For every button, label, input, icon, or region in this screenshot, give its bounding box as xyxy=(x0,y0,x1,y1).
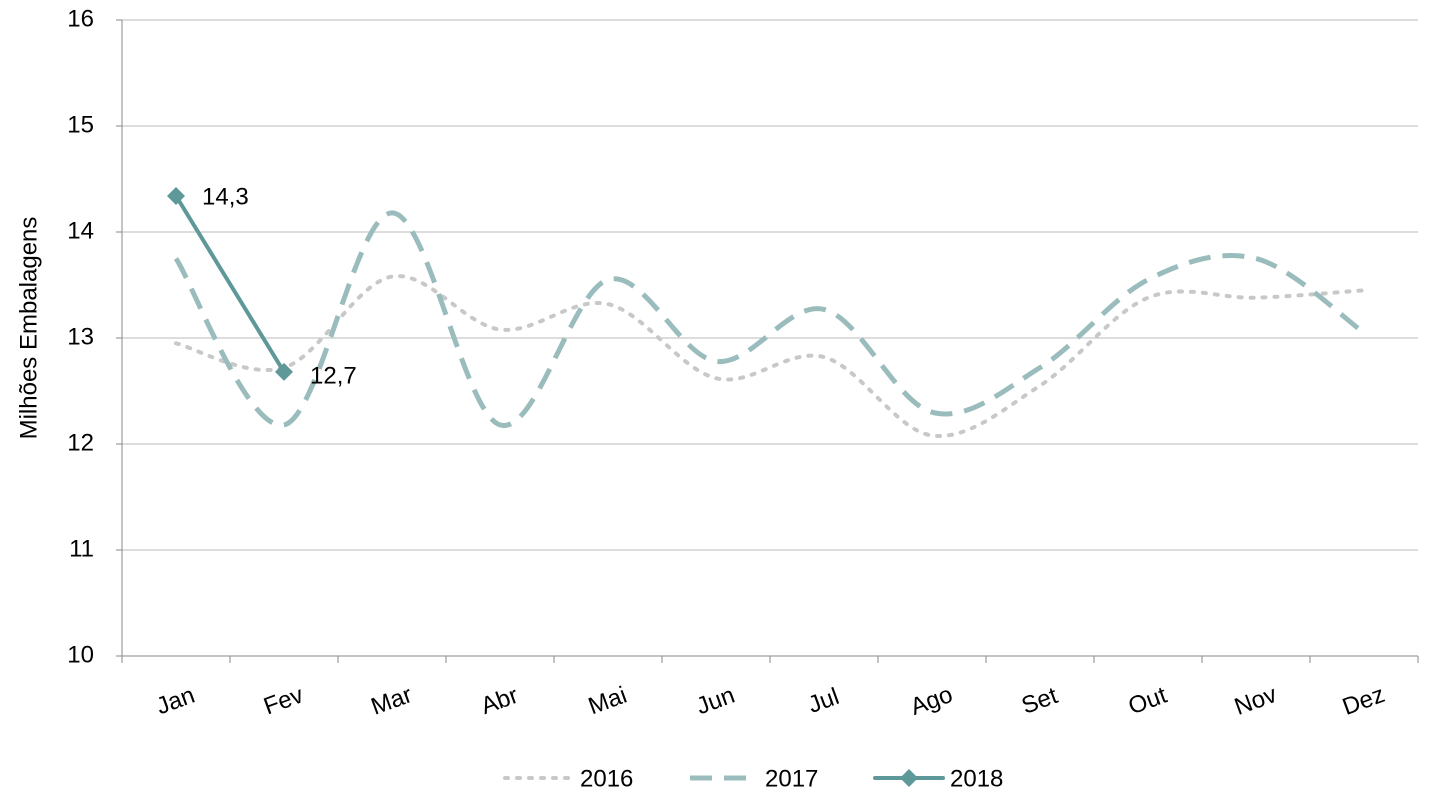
data-label: 14,3 xyxy=(202,183,249,210)
x-tick-label: Mai xyxy=(585,682,631,721)
marker xyxy=(275,362,293,381)
data-label: 12,7 xyxy=(310,362,357,389)
x-tick-label: Out xyxy=(1125,681,1171,720)
legend-marker xyxy=(900,769,918,787)
marker xyxy=(167,186,185,205)
x-tick-label: Dez xyxy=(1339,681,1388,721)
y-tick-label: 13 xyxy=(67,323,94,350)
y-tick-label: 11 xyxy=(69,535,94,562)
x-tick-label: Abr xyxy=(477,682,521,720)
y-tick-label: 15 xyxy=(67,111,94,138)
legend-label: 2018 xyxy=(950,765,1003,792)
legend-label: 2016 xyxy=(580,765,633,792)
y-tick-label: 16 xyxy=(67,5,94,32)
x-tick-label: Mar xyxy=(368,681,416,721)
x-tick-label: Set xyxy=(1018,682,1061,720)
y-tick-label: 10 xyxy=(67,641,94,668)
x-tick-label: Nov xyxy=(1231,681,1280,721)
legend-label: 2017 xyxy=(765,765,818,792)
series-line xyxy=(174,193,286,374)
x-tick-label: Ago xyxy=(907,681,956,721)
x-tick-label: Jun xyxy=(693,682,739,721)
series-line xyxy=(173,210,1366,428)
x-tick-label: Jan xyxy=(153,682,199,721)
x-tick-label: Fev xyxy=(260,681,307,720)
y-axis-title: Milhões Embalagens xyxy=(15,217,42,440)
x-tick-label: Jul xyxy=(805,683,843,719)
series-line xyxy=(174,274,1366,438)
y-tick-label: 14 xyxy=(67,217,94,244)
y-tick-label: 12 xyxy=(67,429,94,456)
